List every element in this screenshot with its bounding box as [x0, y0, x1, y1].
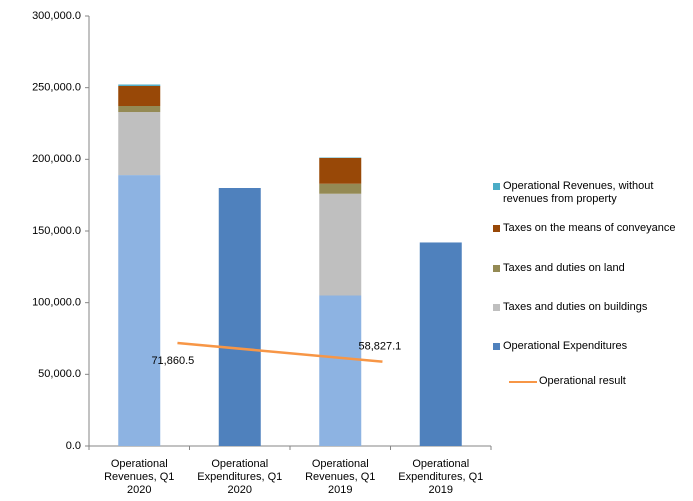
data-label: 58,827.1 [358, 341, 401, 353]
bar-segment [118, 85, 161, 107]
bar-segment [319, 183, 362, 194]
bar-segment [118, 112, 161, 176]
data-label: 71,860.5 [151, 355, 194, 367]
bar-segment [118, 84, 161, 86]
legend-swatch [493, 225, 500, 232]
bar-segment [118, 106, 161, 113]
x-tick-label: Operational Expenditures, Q1 2019 [398, 458, 484, 496]
legend-swatch [509, 381, 537, 383]
legend-label: Operational result [539, 375, 626, 387]
legend-swatch [493, 183, 500, 190]
legend-swatch [493, 343, 500, 350]
legend-swatch [493, 304, 500, 311]
legend-label: Taxes and duties on land [503, 262, 625, 274]
y-tick-label: 0.0 [66, 440, 81, 452]
legend-label: Operational Expenditures [503, 340, 628, 352]
legend-item: Taxes and duties on land [493, 262, 683, 275]
legend-item: Taxes and duties on buildings [493, 301, 683, 314]
bar-segment [118, 175, 161, 446]
y-tick-label: 100,000.0 [32, 297, 81, 309]
y-tick-label: 250,000.0 [32, 82, 81, 94]
y-tick-label: 50,000.0 [38, 368, 81, 380]
bar-segment [218, 188, 261, 446]
legend-label: Operational Revenues, without revenues f… [503, 180, 654, 205]
x-tick-label: Operational Revenues, Q1 2020 [104, 458, 175, 496]
bar-segment [419, 242, 462, 446]
bar-segment [319, 295, 362, 446]
x-tick-label: Operational Expenditures, Q1 2020 [197, 458, 283, 496]
bar-segment [319, 157, 362, 184]
legend-item: Operational Expenditures [493, 340, 683, 353]
legend-item: Taxes on the means of conveyance [493, 222, 683, 235]
legend-item: Operational Revenues, without revenues f… [493, 180, 683, 206]
y-tick-label: 150,000.0 [32, 225, 81, 237]
legend-label: Taxes on the means of conveyance [503, 222, 676, 234]
bar-segment [319, 193, 362, 296]
y-tick-label: 200,000.0 [32, 153, 81, 165]
legend-label: Taxes and duties on buildings [503, 301, 648, 313]
line [177, 341, 383, 363]
legend-swatch [493, 265, 500, 272]
y-tick-label: 300,000.0 [32, 10, 81, 22]
x-tick-label: Operational Revenues, Q1 2019 [305, 458, 376, 496]
legend-item: Operational result [493, 375, 683, 388]
